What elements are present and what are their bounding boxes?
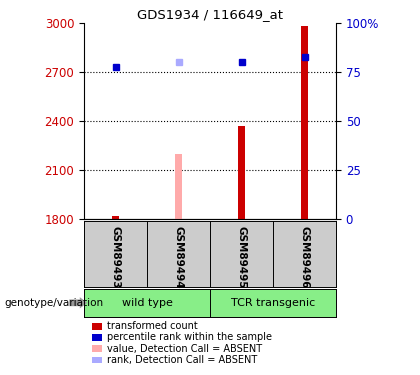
Bar bbox=[302, 26, 308, 219]
Text: TCR transgenic: TCR transgenic bbox=[231, 298, 315, 308]
Text: wild type: wild type bbox=[121, 298, 173, 308]
Text: genotype/variation: genotype/variation bbox=[4, 298, 103, 308]
Text: rank, Detection Call = ABSENT: rank, Detection Call = ABSENT bbox=[107, 355, 257, 365]
Title: GDS1934 / 116649_at: GDS1934 / 116649_at bbox=[137, 8, 283, 21]
Text: GSM89493: GSM89493 bbox=[110, 226, 121, 289]
Bar bbox=[113, 216, 119, 219]
Bar bbox=[239, 126, 245, 219]
Text: transformed count: transformed count bbox=[107, 321, 197, 331]
Text: percentile rank within the sample: percentile rank within the sample bbox=[107, 333, 272, 342]
Text: value, Detection Call = ABSENT: value, Detection Call = ABSENT bbox=[107, 344, 262, 354]
Text: GSM89494: GSM89494 bbox=[173, 226, 184, 289]
Bar bbox=[176, 154, 182, 219]
Text: GSM89496: GSM89496 bbox=[299, 226, 310, 289]
Text: GSM89495: GSM89495 bbox=[236, 226, 247, 289]
